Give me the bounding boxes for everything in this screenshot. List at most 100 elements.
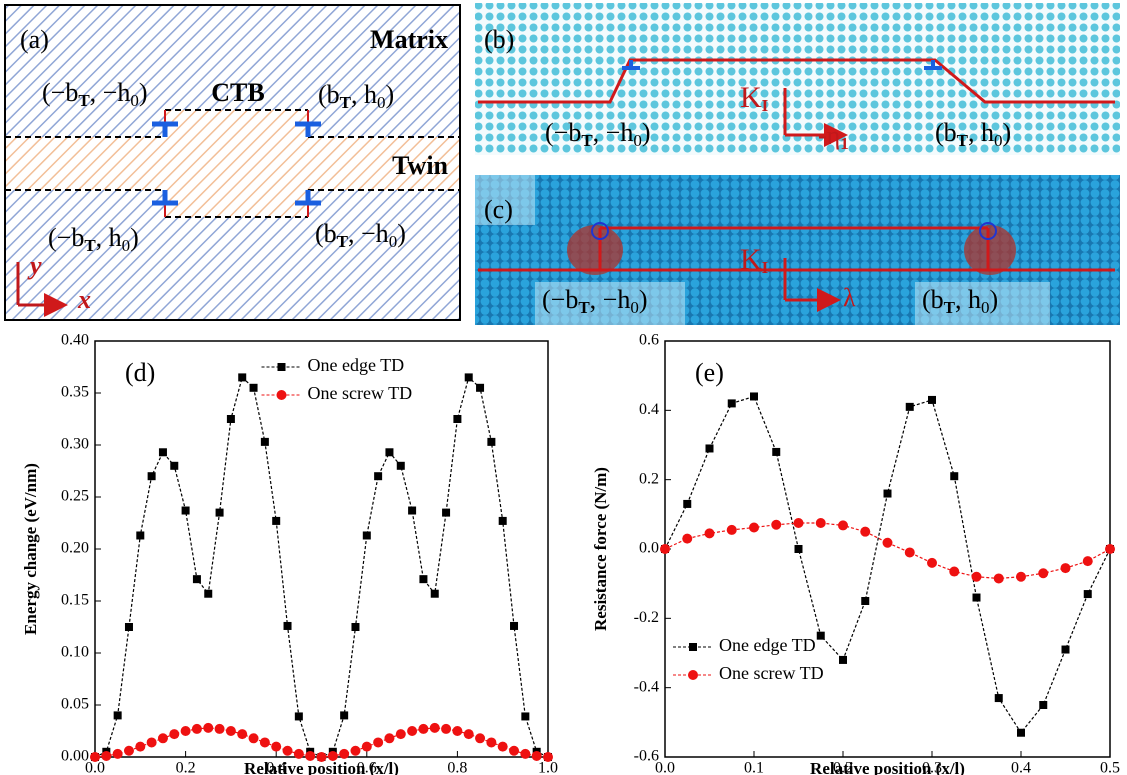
marker: [441, 724, 451, 734]
y-tick-label: 0.6: [639, 332, 659, 349]
label-part: K: [740, 243, 762, 276]
series-line: [95, 377, 548, 757]
marker: [113, 749, 123, 759]
marker: [340, 711, 348, 719]
y-axis-title: Resistance force (N/m): [591, 467, 610, 631]
label-part: ): [642, 118, 651, 147]
y-tick-label: 0.15: [61, 592, 89, 609]
y-tick-label: -0.6: [634, 748, 659, 765]
marker: [476, 384, 484, 392]
legend-marker: [278, 363, 286, 371]
marker: [249, 733, 259, 743]
y-tick-label: -0.2: [634, 609, 659, 626]
legend-marker: [277, 390, 287, 400]
page: {"panels": { "a": {"label": "(a)", "matr…: [0, 0, 1127, 775]
subscript: 0: [994, 131, 1003, 150]
marker: [795, 545, 803, 553]
label-part: ): [397, 219, 406, 248]
marker: [927, 558, 937, 568]
plot-frame: [95, 341, 548, 757]
y-tick-label: 0.10: [61, 644, 89, 661]
marker: [261, 438, 269, 446]
marker: [520, 749, 530, 759]
marker: [396, 729, 406, 739]
marker: [498, 742, 508, 752]
marker: [750, 392, 758, 400]
marker: [204, 590, 212, 598]
marker: [271, 742, 281, 752]
marker: [250, 384, 258, 392]
label-part: , h: [955, 285, 981, 314]
label-part: ): [139, 78, 148, 107]
y-tick-label: 0.40: [61, 332, 89, 349]
marker: [928, 396, 936, 404]
marker: [532, 751, 542, 761]
marker: [950, 472, 958, 480]
label-part: ): [1003, 118, 1012, 147]
marker: [373, 737, 383, 747]
marker: [883, 538, 893, 548]
label-part: (−b: [545, 118, 581, 147]
subscript: T: [78, 91, 90, 110]
marker: [772, 448, 780, 456]
marker: [339, 749, 349, 759]
marker: [169, 729, 179, 739]
marker: [419, 575, 427, 583]
legend-label: One edge TD: [308, 355, 405, 375]
marker: [771, 520, 781, 530]
marker: [90, 752, 100, 762]
marker: [203, 723, 213, 733]
subscript: T: [944, 298, 956, 317]
marker: [442, 509, 450, 517]
marker: [1084, 590, 1092, 598]
marker: [397, 462, 405, 470]
marker: [727, 525, 737, 535]
label: (b): [484, 25, 514, 54]
marker: [749, 523, 759, 533]
marker: [328, 751, 338, 761]
subscript: I: [762, 258, 769, 277]
y-tick-label: 0.4: [639, 401, 659, 418]
subscript: 0: [633, 131, 642, 150]
x-tick-label: 0.8: [447, 760, 467, 775]
axis-label: y: [27, 251, 42, 280]
marker: [464, 729, 474, 739]
y-tick-label: 0.05: [61, 696, 89, 713]
label: (a): [20, 25, 49, 54]
marker: [374, 472, 382, 480]
marker: [226, 726, 236, 736]
axis-label: x: [77, 285, 91, 314]
marker: [860, 527, 870, 537]
label-part: λ: [843, 283, 856, 312]
marker: [283, 746, 293, 756]
marker: [385, 448, 393, 456]
label-part: (b: [922, 285, 944, 314]
legend-marker: [688, 670, 698, 680]
marker: [294, 749, 304, 759]
label-part: -η: [818, 121, 840, 150]
marker: [949, 567, 959, 577]
x-tick-label: 0.2: [176, 760, 196, 775]
marker: [1017, 729, 1025, 737]
y-tick-label: 0.30: [61, 436, 89, 453]
subscript: 0: [130, 91, 139, 110]
marker: [215, 724, 225, 734]
marker: [407, 726, 417, 736]
label-part: , −h: [590, 285, 631, 314]
marker: [543, 752, 553, 762]
y-tick-label: 0.0: [639, 540, 659, 557]
subscript: 1: [840, 134, 849, 153]
x-tick-label: 0.5: [1100, 760, 1120, 775]
marker: [794, 518, 804, 528]
marker: [475, 733, 485, 743]
marker: [227, 415, 235, 423]
marker: [994, 573, 1004, 583]
label: λ: [843, 283, 856, 312]
marker: [317, 752, 327, 762]
marker: [1061, 563, 1071, 573]
x-tick-label: 0.1: [744, 760, 764, 775]
label-part: K: [740, 81, 762, 114]
legend-label: One screw TD: [308, 383, 413, 403]
marker: [136, 531, 144, 539]
marker: [839, 656, 847, 664]
